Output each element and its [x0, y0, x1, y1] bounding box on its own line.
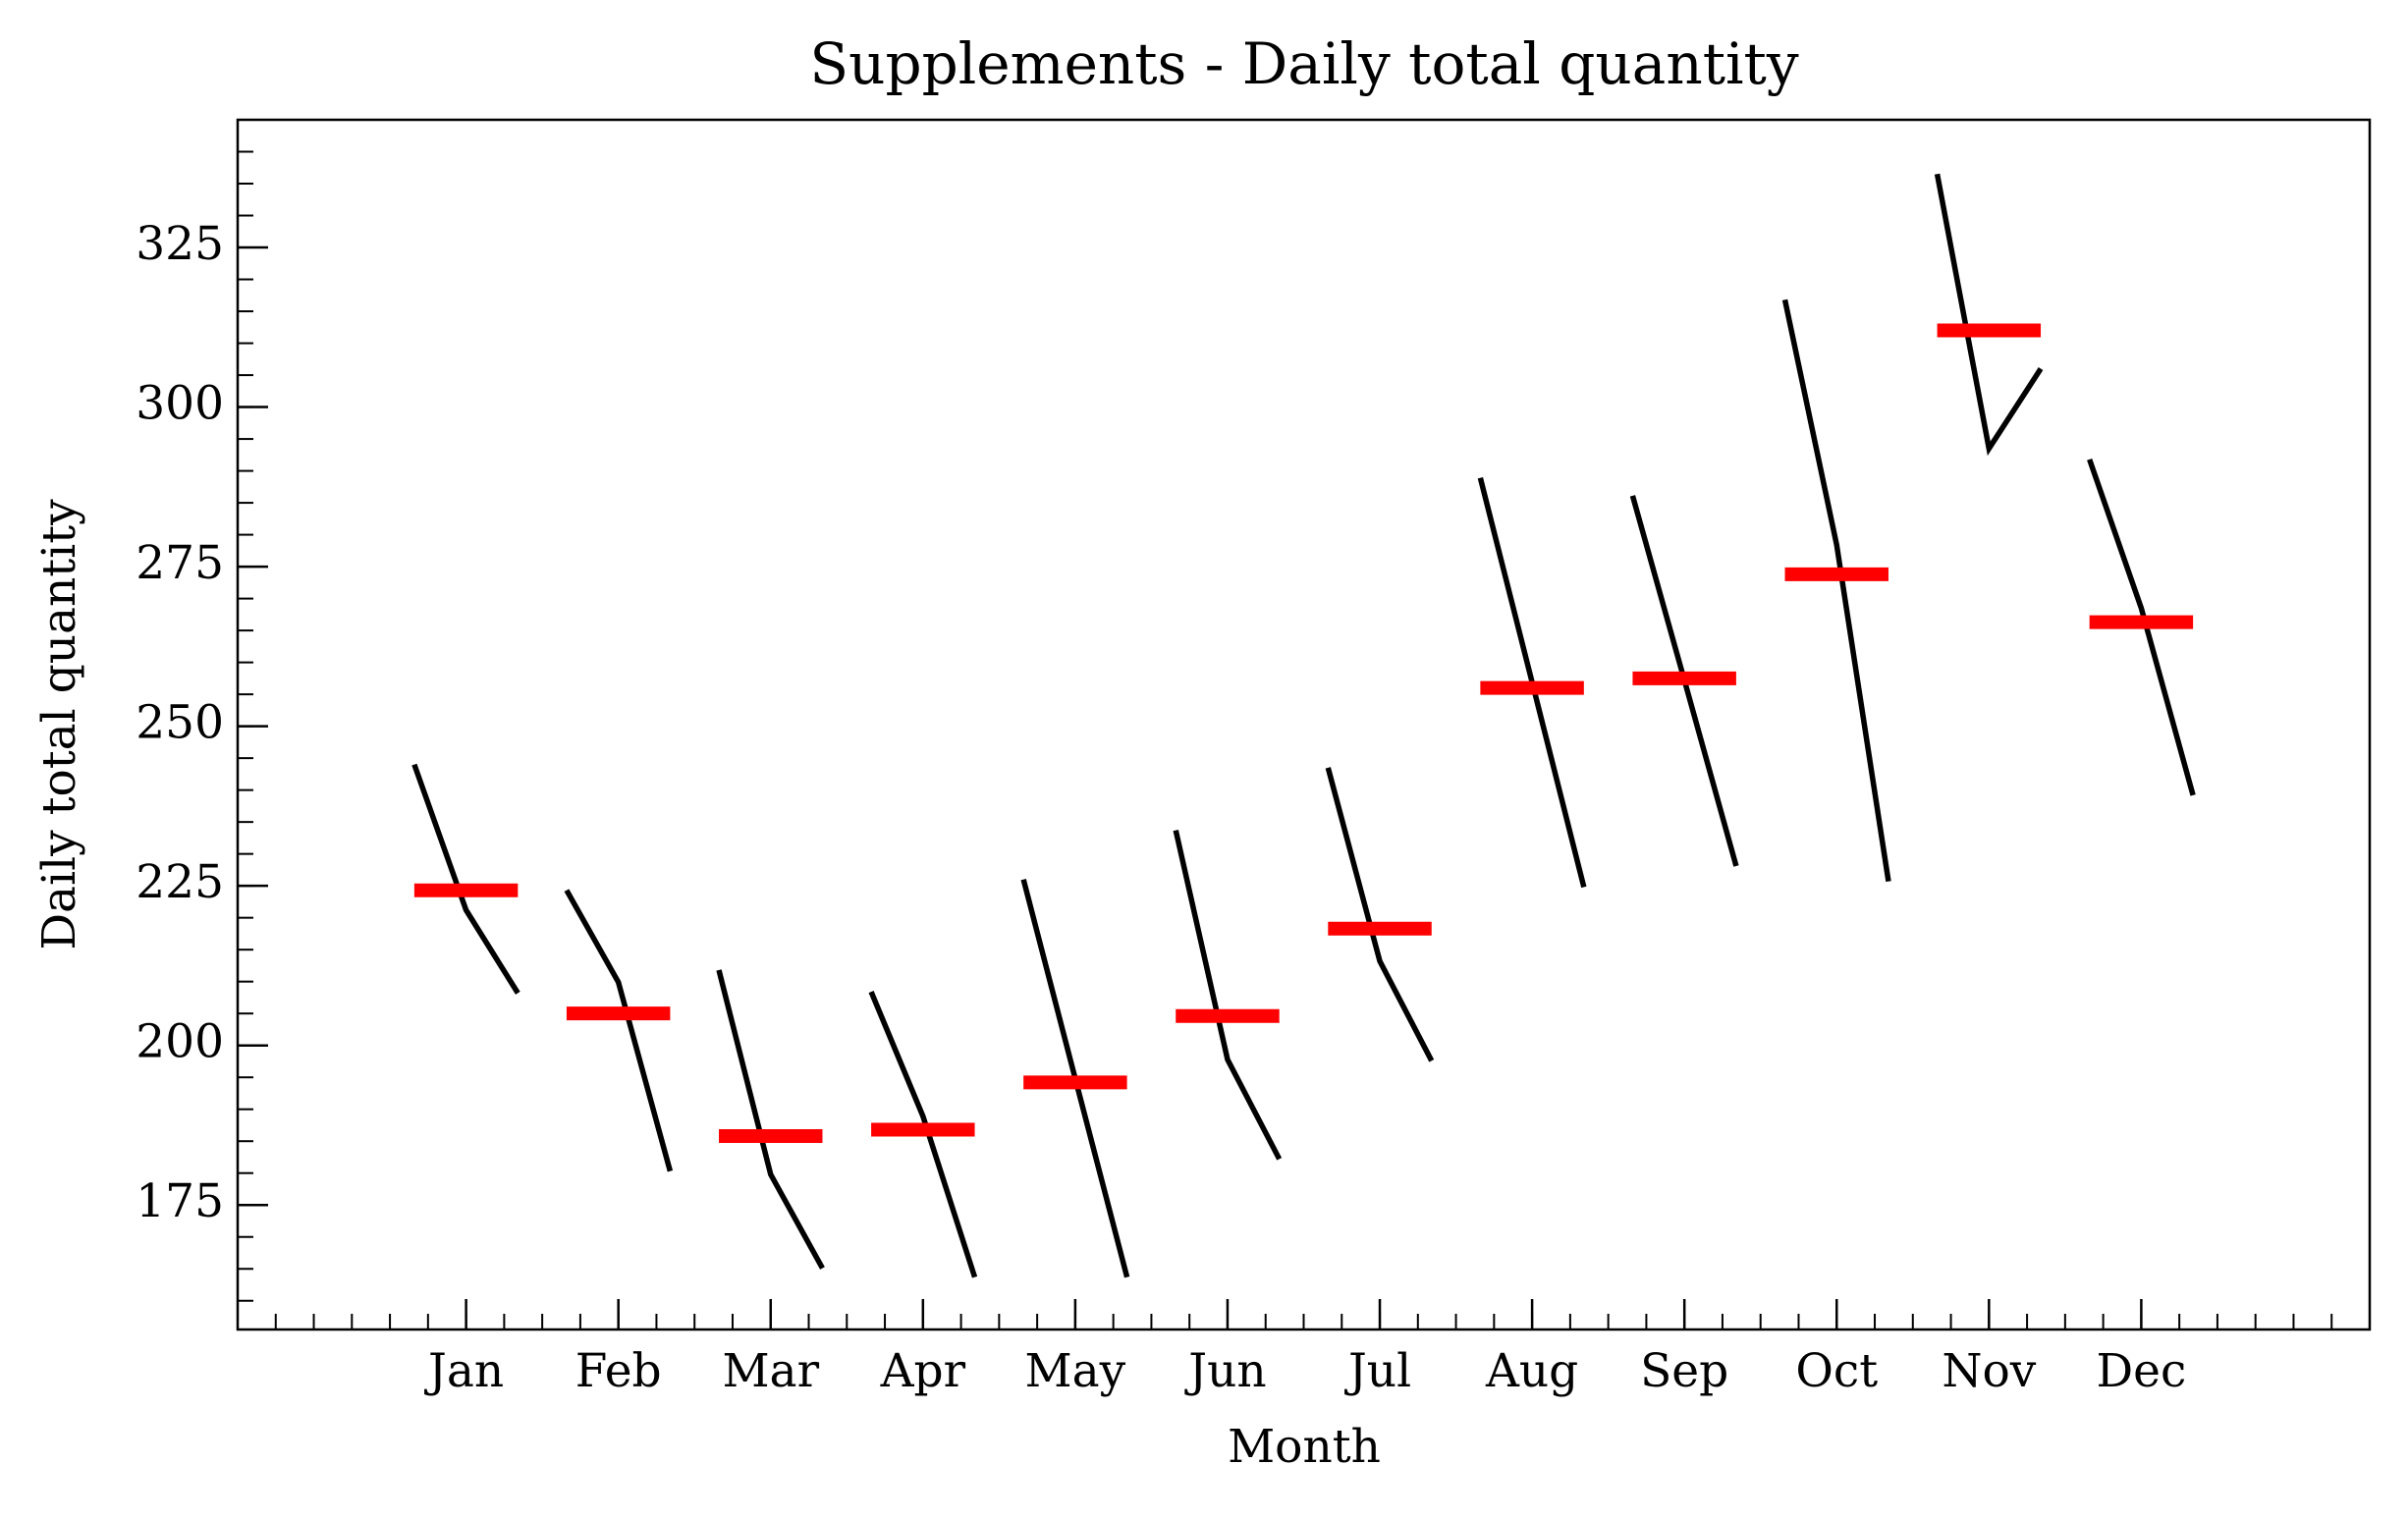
y-axis-label: Daily total quantity [32, 499, 86, 950]
subseries-line [2087, 458, 2196, 796]
subseries-line [716, 969, 825, 1270]
y-tick-label: 250 [136, 696, 224, 750]
subseries-line [411, 763, 520, 995]
subseries-line [868, 991, 978, 1278]
x-tick-label: Sep [1640, 1344, 1728, 1398]
x-tick-label: Jun [1184, 1344, 1266, 1398]
y-tick-label: 175 [136, 1174, 224, 1228]
x-tick-label: May [1025, 1344, 1126, 1398]
x-tick-label: Mar [722, 1344, 819, 1398]
x-tick-label: Dec [2096, 1344, 2186, 1398]
x-tick-label: Jul [1344, 1344, 1411, 1398]
x-tick-label: Feb [575, 1344, 662, 1398]
y-tick-label: 200 [136, 1015, 224, 1069]
x-tick-label: Apr [880, 1344, 966, 1398]
subseries-line [1934, 173, 2044, 457]
y-tick-label: 225 [136, 855, 224, 909]
subseries-line [1325, 767, 1435, 1062]
plot-frame [236, 118, 2372, 1331]
subseries-line [1781, 298, 1891, 883]
y-tick-label: 325 [136, 217, 224, 271]
x-axis-label: Month [1228, 1420, 1381, 1474]
y-tick-label: 300 [136, 377, 224, 431]
x-tick-label: Oct [1795, 1344, 1878, 1398]
x-tick-label: Jan [424, 1344, 504, 1398]
y-tick-label: 275 [136, 536, 224, 590]
subseries-line [564, 889, 674, 1172]
x-tick-label: Nov [1942, 1344, 2036, 1398]
chart-title: Supplements - Daily total quantity [809, 30, 1799, 97]
subseries-line [1173, 829, 1283, 1161]
x-tick-label: Aug [1485, 1344, 1578, 1398]
